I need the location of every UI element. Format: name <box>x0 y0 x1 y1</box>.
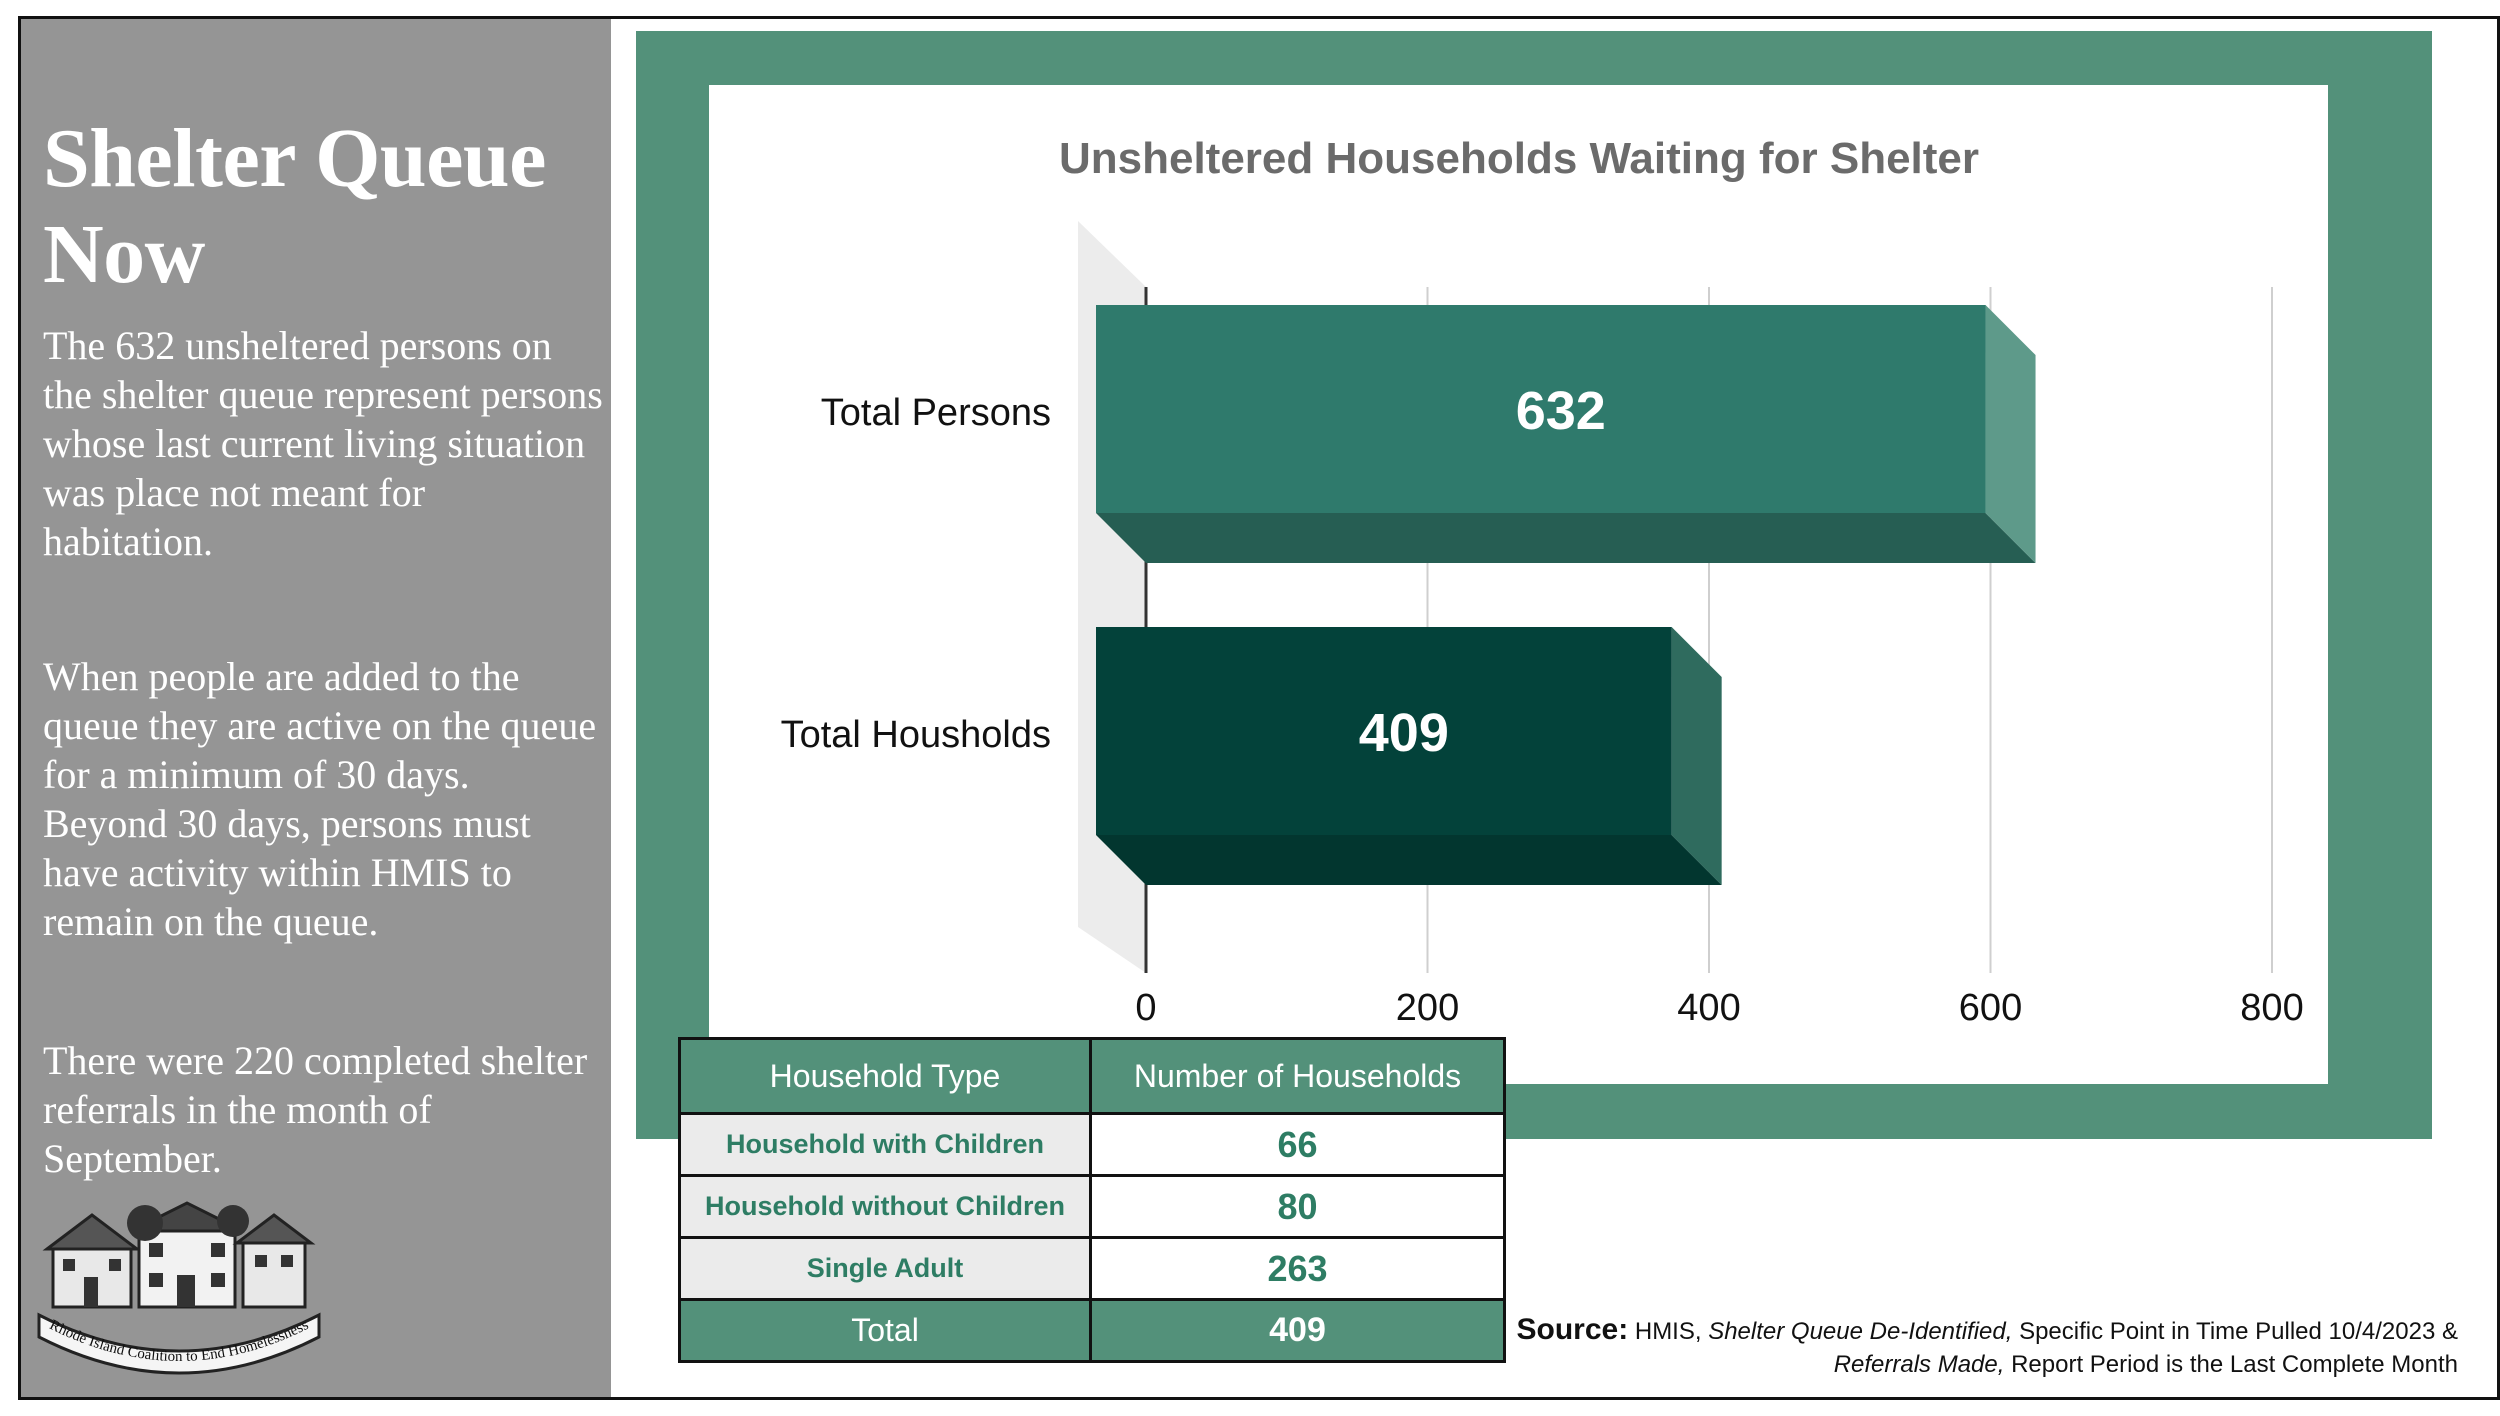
chart-category-labels: Total Persons Total Housholds <box>781 392 1051 756</box>
description-paragraph-3: There were 220 completed shelter referra… <box>43 1038 588 1181</box>
table-total-label: Total <box>678 1298 1092 1363</box>
chart-bar: 409 <box>1096 627 1722 885</box>
household-type-table: Household Type Number of Households Hous… <box>678 1037 1506 1363</box>
source-part-3: Report Period is the Last Complete Month <box>2011 1351 2458 1378</box>
source-label: Source: <box>1516 1313 1629 1346</box>
bar-chart: Unsheltered Households Waiting for Shelt… <box>781 134 2304 1029</box>
x-tick-label: 800 <box>2240 987 2303 1029</box>
source-part-2: Specific Point in Time Pulled 10/4/2023 … <box>2019 1318 2458 1345</box>
table-header-row: Household Type Number of Households <box>678 1037 1506 1115</box>
sidebar-panel: Shelter Queue Now The 632 unsheltered pe… <box>21 19 611 1397</box>
table-cell-type: Single Adult <box>678 1236 1092 1301</box>
chart-bars: 632 409 <box>1096 305 2036 885</box>
description-paragraph-1: The 632 unsheltered persons on the shelt… <box>43 323 603 564</box>
table-row: Single Adult 263 <box>678 1236 1506 1301</box>
table-total-row: Total 409 <box>678 1298 1506 1363</box>
table-row: Household with Children 66 <box>678 1112 1506 1177</box>
chart-bar: 632 <box>1096 305 2036 563</box>
table-header-number-of-households: Number of Households <box>1089 1037 1506 1115</box>
table-cell-type: Household without Children <box>678 1174 1092 1239</box>
source-note: Source: HMIS, Shelter Queue De-Identifie… <box>1458 1313 2458 1381</box>
slide-title: Shelter Queue Now <box>43 112 546 301</box>
bar-data-label: 632 <box>1516 381 1606 441</box>
table-row: Household without Children 80 <box>678 1174 1506 1239</box>
source-italic-1: Shelter Queue De-Identified, <box>1708 1318 2013 1345</box>
x-tick-label: 0 <box>1135 987 1156 1029</box>
table-cell-count: 263 <box>1089 1236 1506 1301</box>
source-italic-2: Referrals Made, <box>1833 1351 2005 1378</box>
category-label: Total Persons <box>821 392 1051 434</box>
bar-side-face <box>1985 305 2036 563</box>
table-cell-count: 80 <box>1089 1174 1506 1239</box>
x-tick-label: 400 <box>1677 987 1740 1029</box>
table-total-count: 409 <box>1089 1298 1506 1363</box>
x-tick-label: 600 <box>1959 987 2022 1029</box>
chart-x-tick-labels: 0 200 400 600 800 <box>1135 987 2303 1029</box>
x-tick-label: 200 <box>1396 987 1459 1029</box>
table-cell-count: 66 <box>1089 1112 1506 1177</box>
coalition-logo: Rhode Island Coalition to End Homelessne… <box>37 1201 321 1375</box>
slide-border <box>18 16 2500 1400</box>
bar-bottom-face <box>1096 513 2036 563</box>
bar-data-label: 409 <box>1359 703 1449 763</box>
bar-front-face <box>1096 627 1672 835</box>
chart-panel <box>709 85 2328 1084</box>
category-label: Total Housholds <box>781 714 1051 756</box>
chart-title: Unsheltered Households Waiting for Shelt… <box>1059 134 1979 183</box>
bar-side-face <box>1671 627 1722 885</box>
source-part-1: HMIS, <box>1634 1318 1702 1345</box>
table-cell-type: Household with Children <box>678 1112 1092 1177</box>
bar-front-face <box>1096 305 1986 513</box>
description-paragraph-2: When people are added to the queue they … <box>43 654 597 944</box>
table-header-household-type: Household Type <box>678 1037 1092 1115</box>
bar-bottom-face <box>1096 835 1722 885</box>
